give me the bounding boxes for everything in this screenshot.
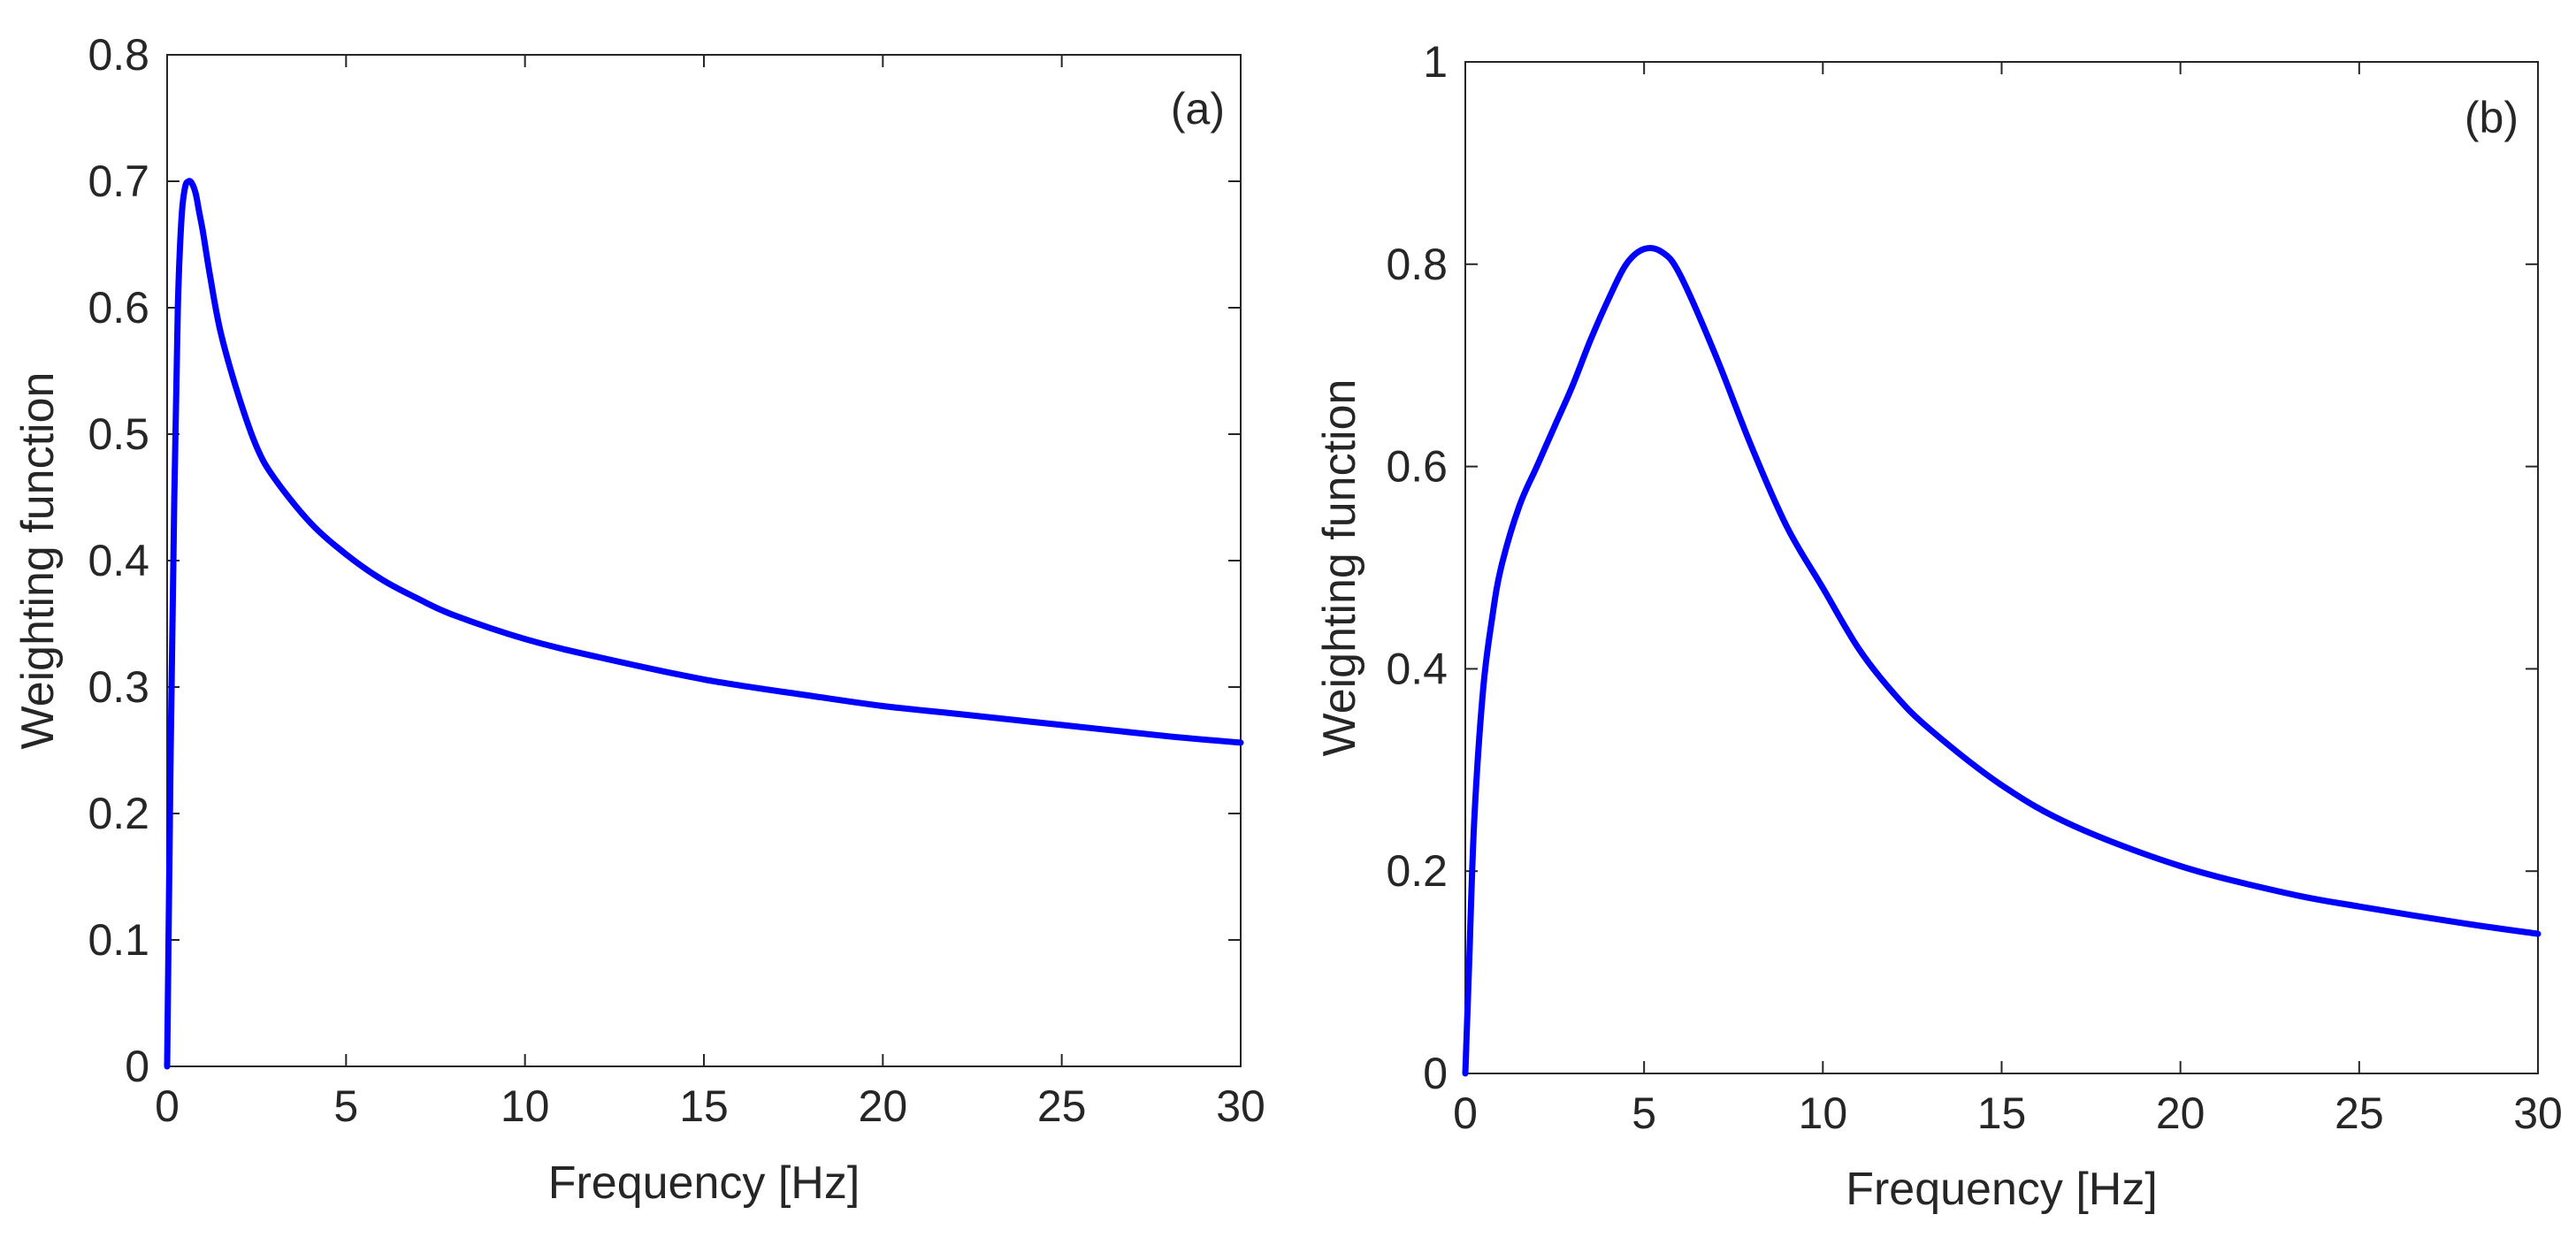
x-tick-label: 0	[155, 1081, 180, 1131]
y-tick-label: 0.6	[1386, 442, 1448, 492]
axes-box	[1464, 61, 2539, 1074]
y-tick-label: 0.4	[1386, 644, 1448, 693]
y-tick-label: 0	[1423, 1049, 1448, 1098]
x-tick-label: 10	[1799, 1088, 1848, 1138]
y-axis-title: Weighting function	[12, 372, 64, 750]
x-tick-label: 5	[1632, 1088, 1656, 1138]
panel-a: 0 5 10 15 20 25 30 0 0.1 0.2 0.3 0.4 0.5 0.6 0.7 0.8 Fre…	[12, 30, 1265, 1209]
y-tick-label: 0.3	[88, 662, 149, 712]
x-tick-label: 0	[1453, 1088, 1478, 1138]
x-tick-label: 30	[1216, 1081, 1265, 1131]
panel-b: 0 5 10 15 20 25 30 0 0.2 0.4 0.6 0.8 1 Frequency [Hz]…	[1314, 37, 2563, 1215]
x-tick-label: 25	[2335, 1088, 2384, 1138]
y-tick-label: 0.8	[88, 30, 149, 80]
x-tick-label: 20	[2156, 1088, 2205, 1138]
axes-box	[166, 54, 1242, 1067]
y-tick-label: 0.4	[88, 536, 149, 585]
x-tick-label: 15	[679, 1081, 729, 1131]
panel-label: (a)	[1171, 84, 1225, 134]
y-tick-label: 0.8	[1386, 240, 1448, 289]
x-tick-label: 15	[1977, 1088, 2027, 1138]
x-tick-label: 20	[859, 1081, 908, 1131]
series-line-weighting	[1462, 244, 2542, 1077]
series-line-weighting	[164, 178, 1244, 1070]
y-axis-title: Weighting function	[1314, 379, 1365, 757]
x-tick-label: 5	[333, 1081, 358, 1131]
y-tick-label: 0.2	[1386, 846, 1448, 896]
panel-label: (b)	[2465, 93, 2519, 142]
y-tick-label: 0.1	[88, 915, 149, 965]
x-tick-label: 25	[1037, 1081, 1087, 1131]
y-tick-label: 0.5	[88, 409, 149, 459]
y-tick-label: 1	[1423, 37, 1448, 87]
x-tick-label: 30	[2513, 1088, 2563, 1138]
y-tick-label: 0.7	[88, 157, 149, 206]
x-axis-title: Frequency [Hz]	[1846, 1164, 2158, 1215]
y-tick-label: 0.6	[88, 283, 149, 332]
y-tick-label: 0	[125, 1042, 149, 1091]
y-tick-label: 0.2	[88, 789, 149, 838]
x-tick-label: 10	[501, 1081, 550, 1131]
x-axis-title: Frequency [Hz]	[548, 1157, 860, 1209]
